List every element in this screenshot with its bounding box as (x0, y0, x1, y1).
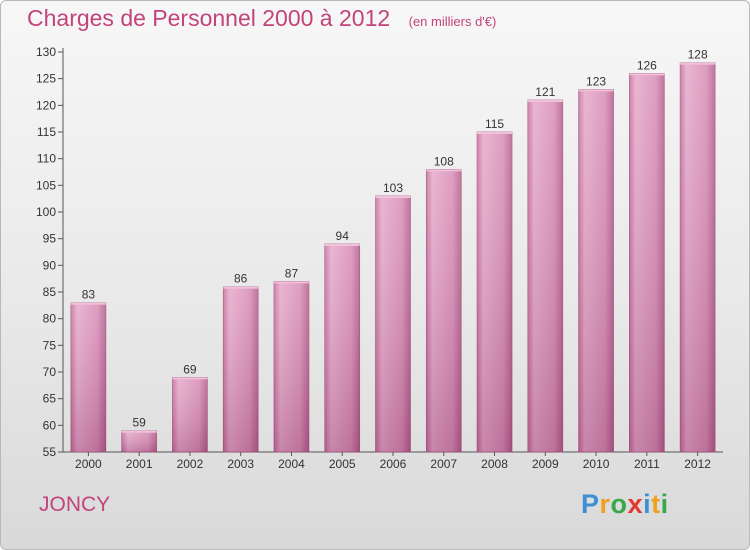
y-tick-label: 100 (36, 205, 56, 219)
bar-top-highlight (70, 302, 106, 305)
bar-2001 (121, 430, 157, 453)
bar-top-highlight (629, 73, 665, 76)
bar-top-highlight (680, 62, 716, 65)
value-label: 87 (285, 266, 299, 280)
bar-2009 (527, 99, 564, 453)
x-tick-label: 2008 (481, 457, 508, 471)
logo-letter: i (643, 489, 652, 519)
y-tick-label: 60 (43, 418, 57, 432)
bar-top-highlight (324, 244, 360, 246)
x-tick-label: 2002 (177, 457, 204, 471)
y-tick-label: 55 (43, 445, 57, 459)
bar-2008 (476, 131, 513, 453)
value-label: 59 (132, 416, 146, 430)
y-tick-label: 110 (37, 152, 56, 166)
axes: 55 60 65 70 75 80 85 90 95 100 105 110 115 120 125 130 2… (36, 45, 723, 471)
bar-shade (273, 281, 309, 452)
y-tick-label: 75 (43, 338, 57, 352)
bar-top-highlight (578, 89, 614, 92)
x-tick-label: 2000 (75, 457, 102, 471)
x-tick-label: 2011 (634, 457, 660, 471)
bar-shade (324, 244, 360, 452)
x-tick-label: 2003 (227, 457, 254, 471)
value-label: 69 (183, 362, 197, 376)
bar-shade (680, 62, 716, 453)
value-label: 103 (383, 181, 403, 195)
bar-top-highlight (121, 430, 157, 433)
x-tick-label: 2004 (278, 457, 305, 471)
x-tick-label: 2006 (380, 457, 407, 471)
x-tick-label: 2010 (583, 457, 610, 471)
value-label: 128 (688, 48, 708, 62)
bar-top-highlight (477, 132, 513, 134)
x-tick-label: 2012 (684, 457, 711, 471)
bars (70, 62, 716, 453)
y-tick-label: 90 (43, 258, 57, 272)
bar-2012 (679, 62, 716, 453)
bar-2002 (172, 377, 208, 453)
bar-top-highlight (172, 377, 208, 380)
bar-top-highlight (273, 281, 309, 284)
bar-top-highlight (223, 286, 259, 289)
logo-letter: r (599, 489, 611, 519)
commune-name: JONCY (39, 493, 111, 516)
chart-unit: (en milliers d'€) (408, 14, 497, 29)
logo-letter: P (581, 489, 600, 519)
y-tick-label: 95 (43, 232, 57, 246)
bar-shade (578, 89, 614, 452)
y-tick-label: 105 (36, 178, 56, 192)
bar-shade (121, 430, 157, 452)
y-tick-label: 70 (43, 365, 57, 379)
y-tick-label: 125 (36, 72, 56, 86)
y-tick-label: 85 (43, 285, 57, 299)
x-tick-label: 2007 (430, 457, 457, 471)
bar-2010 (578, 89, 614, 453)
bar-2007 (425, 169, 462, 453)
value-label: 126 (637, 58, 657, 72)
bar-top-highlight (527, 100, 563, 102)
value-label: 94 (336, 229, 350, 243)
y-tick-label: 130 (36, 45, 56, 59)
value-label: 108 (434, 154, 454, 168)
bar-2006 (375, 195, 411, 453)
bar-shade (426, 169, 462, 453)
y-tick-label: 115 (37, 125, 56, 139)
proxiti-logo: Proxiti (581, 489, 669, 520)
y-tick-label: 65 (43, 392, 57, 406)
value-label: 121 (535, 85, 555, 99)
bar-shade (172, 377, 208, 452)
y-tick-label: 120 (36, 98, 56, 112)
bar-2011 (629, 73, 665, 453)
title-line: Charges de Personnel 2000 à 2012 (en mil… (27, 5, 496, 32)
x-tick-label: 2009 (532, 457, 559, 471)
bar-shade (477, 132, 513, 452)
logo-letter: t (651, 489, 661, 519)
logo-letter: x (627, 489, 644, 519)
logo-letter: o (610, 489, 628, 519)
bar-2004 (273, 281, 310, 453)
bar-2005 (324, 243, 361, 453)
bar-shade (70, 302, 106, 452)
logo-letter: i (660, 489, 669, 519)
bar-shade (375, 196, 411, 452)
x-tick-label: 2005 (329, 457, 356, 471)
bar-2003 (222, 286, 259, 453)
bar-2000 (70, 302, 107, 453)
bar-shade (629, 73, 665, 452)
value-label: 83 (82, 288, 96, 302)
chart-title: Charges de Personnel 2000 à 2012 (27, 5, 391, 31)
value-labels: 83 59 69 86 87 94 103 108 115 121 123 126 128 (82, 48, 708, 430)
bar-shade (223, 286, 259, 452)
y-tick-label: 80 (43, 312, 57, 326)
x-tick-label: 2001 (126, 457, 153, 471)
value-label: 123 (586, 74, 606, 88)
bar-top-highlight (426, 169, 462, 172)
bar-shade (527, 100, 563, 452)
bar-top-highlight (375, 196, 411, 198)
value-label: 86 (234, 272, 248, 286)
value-label: 115 (485, 117, 504, 131)
